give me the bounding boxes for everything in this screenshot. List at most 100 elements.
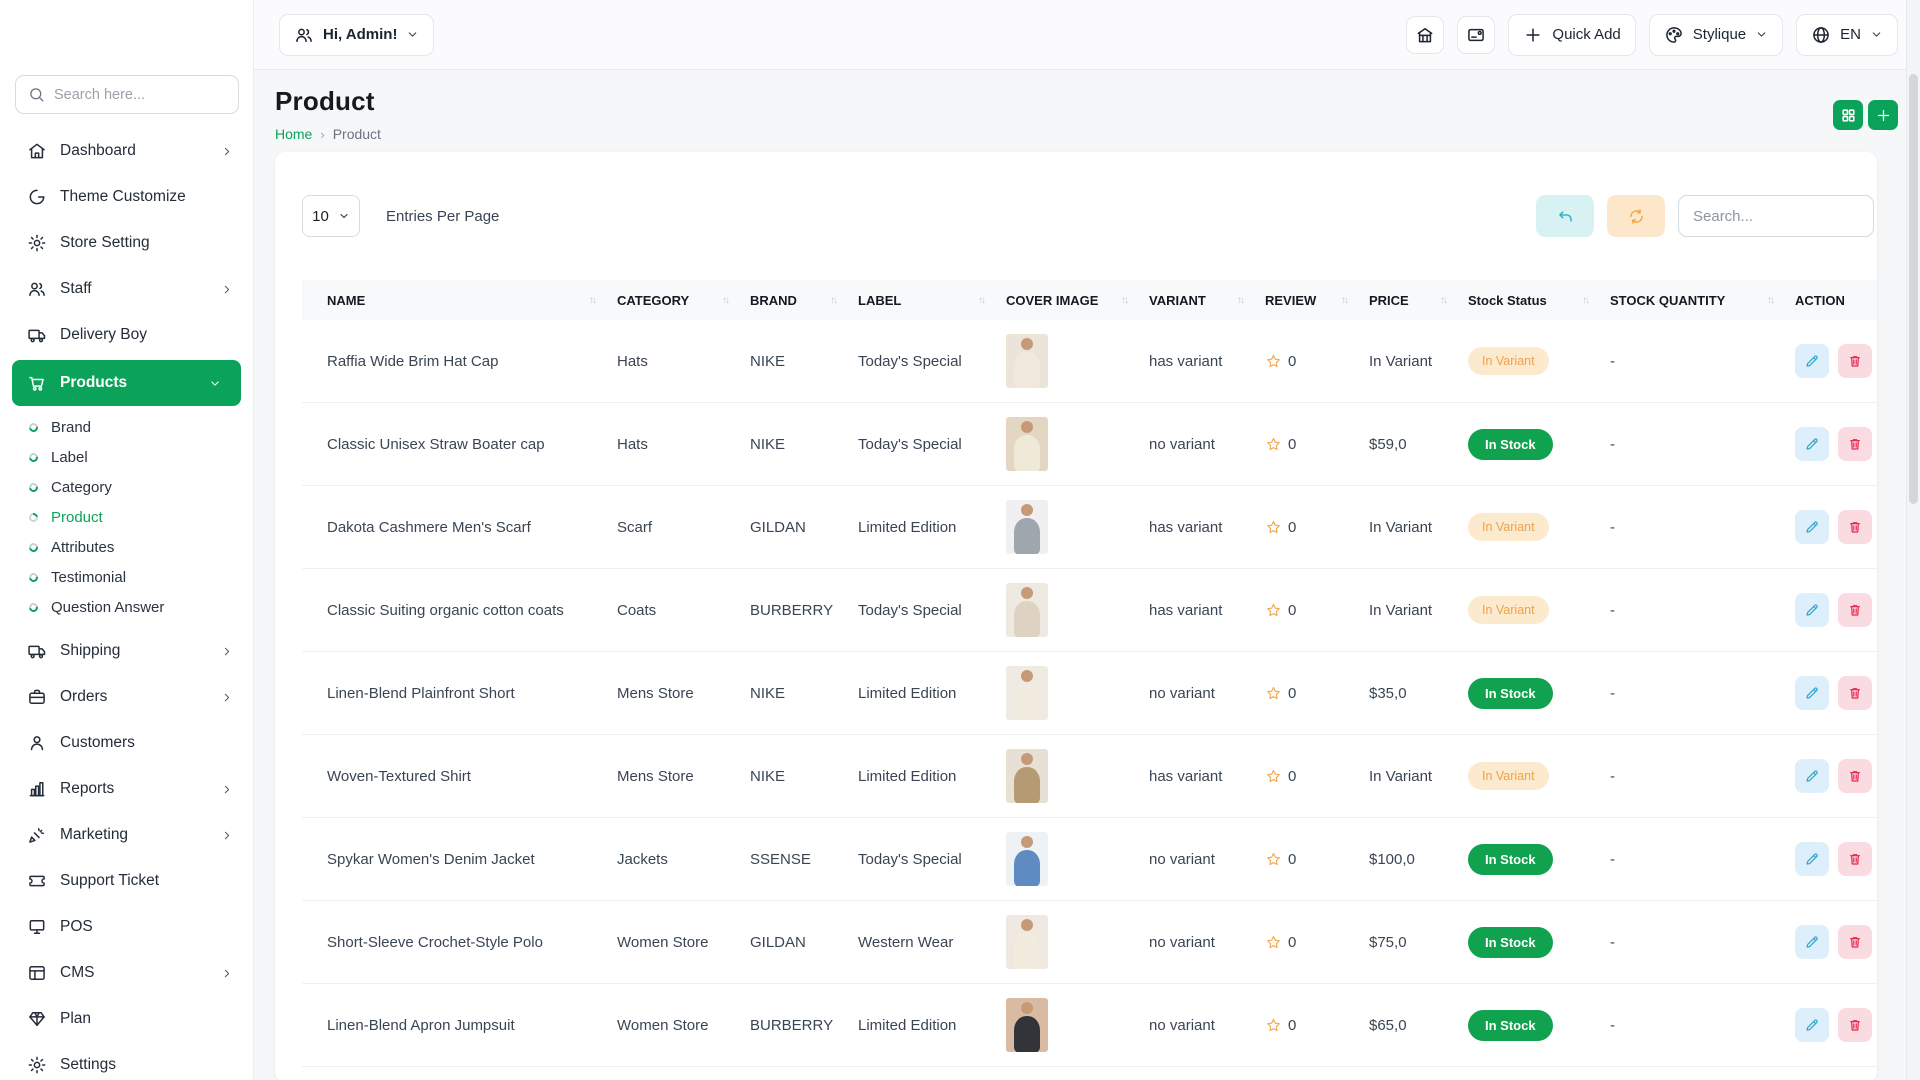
edit-button[interactable] [1795, 842, 1829, 876]
table-row: Dakota Cashmere Men's Scarf Scarf GILDAN Li… [302, 486, 1877, 569]
sidebar-subitem-attributes[interactable]: Attributes [0, 532, 253, 562]
delete-button[interactable] [1838, 510, 1872, 544]
storefront-button[interactable] [1406, 15, 1445, 54]
product-brand: NIKE [750, 436, 858, 453]
delete-button[interactable] [1838, 676, 1872, 710]
figure-body [1014, 1016, 1040, 1052]
breadcrumb-home-link[interactable]: Home [275, 126, 313, 142]
stock-status-badge: In Variant [1468, 596, 1549, 624]
sidebar-subitem-label: Brand [51, 418, 92, 436]
entries-per-page-select[interactable]: 10 [302, 195, 360, 237]
product-name-text: Linen-Blend Apron Jumpsuit [327, 1016, 515, 1034]
sort-icon[interactable]: ↑↓ [830, 294, 838, 306]
trash-icon [1847, 768, 1863, 784]
sidebar-subitem-label[interactable]: Label [0, 442, 253, 472]
product-price: $59,0 [1369, 436, 1468, 453]
sort-icon[interactable]: ↑↓ [589, 294, 597, 306]
edit-button[interactable] [1795, 344, 1829, 378]
sidebar-item-products[interactable]: Products [12, 360, 241, 406]
sort-icon[interactable]: ↑↓ [1440, 294, 1448, 306]
gear-icon [27, 233, 47, 253]
product-brand: NIKE [750, 685, 858, 702]
table-body: Raffia Wide Brim Hat Cap Hats NIKE Today's … [302, 320, 1877, 1067]
sort-icon[interactable]: ↑↓ [1121, 294, 1129, 306]
sidebar-item-reports[interactable]: Reports [0, 766, 253, 812]
sidebar-item-orders[interactable]: Orders [0, 674, 253, 720]
product-label-text: Western Wear [858, 933, 954, 951]
sidebar-item-marketing[interactable]: Marketing [0, 812, 253, 858]
sidebar-item-dashboard[interactable]: Dashboard [0, 128, 253, 174]
product-brand-text: GILDAN [750, 933, 806, 951]
cover-image-cell [1006, 832, 1149, 886]
admin-greeting-button[interactable]: Hi, Admin! [279, 13, 435, 56]
sidebar-item-theme-customize[interactable]: Theme Customize [0, 174, 253, 220]
sidebar-search-input[interactable] [54, 86, 214, 103]
sidebar-submenu: Brand Label Category Product Attributes Testi… [0, 408, 253, 628]
sort-icon[interactable]: ↑↓ [1582, 294, 1590, 306]
brand-label: Stylique [1692, 26, 1747, 43]
sidebar-item-plan[interactable]: Plan [0, 996, 253, 1042]
pencil-icon [1804, 353, 1820, 369]
product-name-text: Woven-Textured Shirt [327, 767, 471, 785]
refresh-button[interactable] [1607, 195, 1665, 237]
review-count: 0 [1288, 1016, 1297, 1034]
sidebar-subitem-category[interactable]: Category [0, 472, 253, 502]
sidebar-item-support-ticket[interactable]: Support Ticket [0, 858, 253, 904]
delete-button[interactable] [1838, 1008, 1872, 1042]
delete-button[interactable] [1838, 593, 1872, 627]
sidebar-subitem-brand[interactable]: Brand [0, 412, 253, 442]
sidebar-subitem-label: Category [51, 478, 112, 496]
delete-button[interactable] [1838, 344, 1872, 378]
undo-button[interactable] [1536, 195, 1594, 237]
sidebar-search[interactable] [15, 75, 239, 114]
product-category: Hats [617, 353, 750, 370]
sort-icon[interactable]: ↑↓ [1341, 294, 1349, 306]
sidebar-subitem-product[interactable]: Product [0, 502, 253, 532]
greeting-label: Hi, Admin! [323, 26, 398, 43]
grid-view-button[interactable] [1833, 100, 1863, 130]
theme-switcher-button[interactable]: Stylique [1648, 13, 1784, 56]
sidebar-item-pos[interactable]: POS [0, 904, 253, 950]
sidebar-item-staff[interactable]: Staff [0, 266, 253, 312]
delete-button[interactable] [1838, 427, 1872, 461]
product-name: Dakota Cashmere Men's Scarf [302, 519, 617, 536]
product-price-text: $100,0 [1369, 850, 1415, 868]
language-selector[interactable]: EN [1796, 13, 1898, 56]
product-label: Limited Edition [858, 1017, 1006, 1034]
delete-button[interactable] [1838, 842, 1872, 876]
add-product-button[interactable] [1868, 100, 1898, 130]
edit-button[interactable] [1795, 759, 1829, 793]
sidebar-subitem-testimonial[interactable]: Testimonial [0, 562, 253, 592]
sidebar-item-customers[interactable]: Customers [0, 720, 253, 766]
edit-button[interactable] [1795, 676, 1829, 710]
sidebar-item-store-setting[interactable]: Store Setting [0, 220, 253, 266]
sort-icon[interactable]: ↑↓ [978, 294, 986, 306]
product-name-text: Linen-Blend Plainfront Short [327, 684, 515, 702]
stock-quantity-text: - [1610, 435, 1615, 453]
sort-icon[interactable]: ↑↓ [1237, 294, 1245, 306]
sidebar-item-delivery-boy[interactable]: Delivery Boy [0, 312, 253, 358]
edit-button[interactable] [1795, 1008, 1829, 1042]
delete-button[interactable] [1838, 759, 1872, 793]
chevron-right-icon [217, 145, 237, 158]
edit-button[interactable] [1795, 427, 1829, 461]
table-search-input[interactable] [1678, 195, 1874, 237]
sidebar-item-cms[interactable]: CMS [0, 950, 253, 996]
product-variant: no variant [1149, 851, 1265, 868]
quick-add-button[interactable]: Quick Add [1508, 13, 1636, 56]
sidebar-subitem-question-answer[interactable]: Question Answer [0, 592, 253, 622]
sidebar-item-settings[interactable]: Settings [0, 1042, 253, 1080]
product-price-text: In Variant [1369, 352, 1433, 370]
sidebar-item-shipping[interactable]: Shipping [0, 628, 253, 674]
edit-button[interactable] [1795, 593, 1829, 627]
edit-button[interactable] [1795, 925, 1829, 959]
scrollbar-thumb[interactable] [1909, 74, 1918, 504]
pos-card-button[interactable] [1457, 15, 1496, 54]
product-price: In Variant [1369, 353, 1468, 370]
sort-icon[interactable]: ↑↓ [722, 294, 730, 306]
delete-button[interactable] [1838, 925, 1872, 959]
edit-button[interactable] [1795, 510, 1829, 544]
product-variant: has variant [1149, 602, 1265, 619]
sort-icon[interactable]: ↑↓ [1767, 294, 1775, 306]
product-label: Today's Special [858, 602, 1006, 619]
